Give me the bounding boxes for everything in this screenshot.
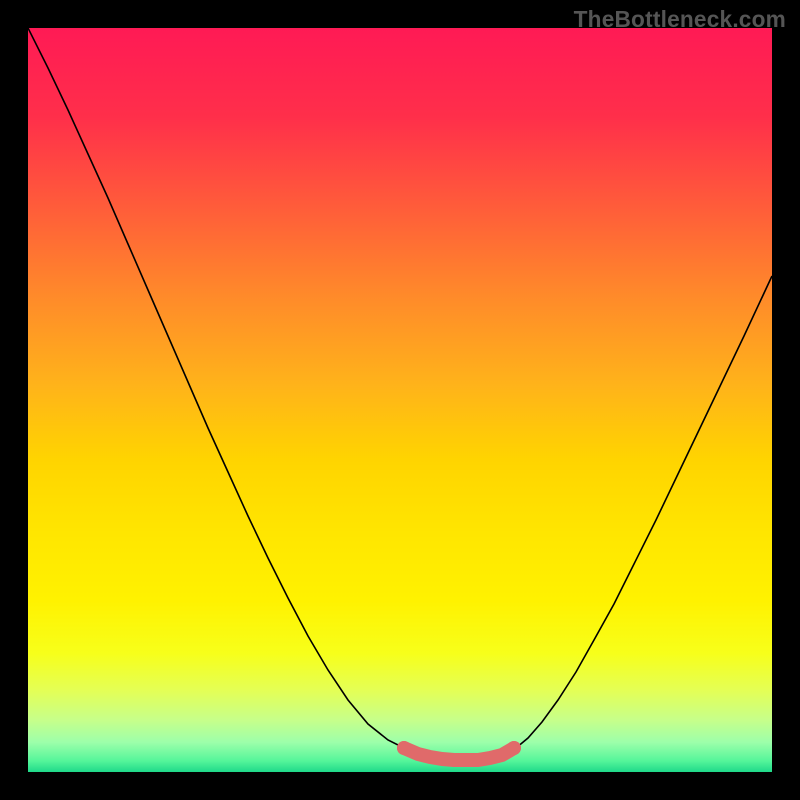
valley-cap-right [507,741,521,755]
watermark-text: TheBottleneck.com [574,6,786,33]
valley-cap-left [397,741,411,755]
curve-layer [28,28,772,772]
plot-area [28,28,772,772]
valley-highlight [404,748,514,760]
stage: TheBottleneck.com [0,0,800,800]
bottleneck-curve [28,28,772,759]
